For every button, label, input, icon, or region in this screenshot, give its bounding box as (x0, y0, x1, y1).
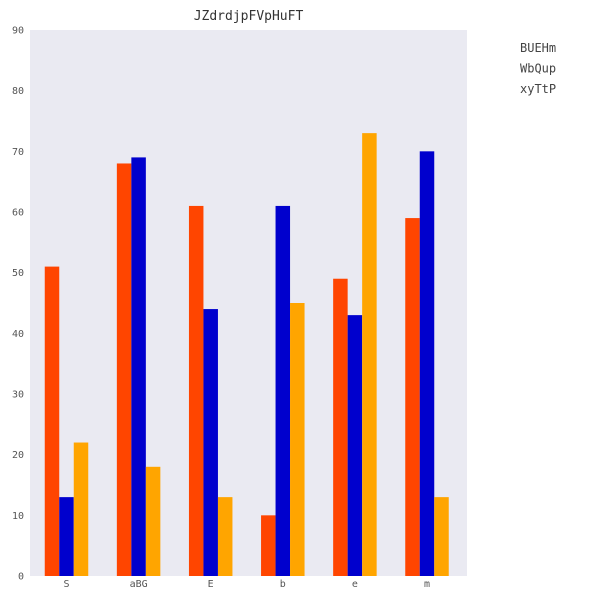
y-tick-label: 20 (12, 450, 24, 461)
bar-xyTtP-m (434, 497, 449, 576)
y-axis-ticks: 0 10 20 30 40 50 60 70 80 90 (12, 26, 24, 583)
x-tick-label: e (352, 579, 358, 590)
y-tick-label: 30 (12, 390, 24, 401)
bar-WbQup-m (419, 151, 435, 576)
plot-area (30, 30, 467, 576)
x-tick-label: b (280, 579, 286, 590)
x-tick-label: S (63, 579, 69, 590)
bar-BUEHm-e (333, 278, 348, 576)
bar-WbQup-aBG (131, 157, 146, 576)
bar-WbQup-e (347, 315, 363, 576)
bar-BUEHm-aBG (116, 163, 132, 576)
y-tick-label: 40 (12, 329, 24, 340)
x-tick-label: E (208, 579, 214, 590)
y-tick-label: 10 (12, 511, 24, 522)
bar-WbQup-S (59, 497, 74, 576)
y-tick-label: 80 (12, 86, 24, 97)
legend: BUEHm WbQup xyTtP (520, 41, 556, 96)
bar-xyTtP-S (73, 442, 89, 576)
bar-xyTtP-e (362, 133, 377, 576)
x-tick-label: m (424, 579, 430, 590)
legend-entry: BUEHm (520, 41, 556, 55)
y-tick-label: 50 (12, 268, 24, 279)
bar-xyTtP-aBG (145, 466, 161, 576)
bar-WbQup-E (203, 309, 218, 576)
bar-BUEHm-b (261, 515, 276, 576)
bar-BUEHm-m (405, 218, 420, 576)
bars (44, 133, 449, 576)
y-tick-label: 60 (12, 208, 24, 219)
bar-xyTtP-b (290, 303, 305, 576)
legend-entry: xyTtP (520, 82, 556, 96)
chart-title: JZdrdjpFVpHuFT (194, 9, 304, 24)
y-tick-label: 0 (18, 572, 24, 583)
bar-BUEHm-E (188, 205, 204, 576)
y-tick-label: 70 (12, 147, 24, 158)
legend-entry: WbQup (520, 62, 556, 76)
bar-xyTtP-E (217, 497, 233, 576)
bar-WbQup-b (275, 205, 291, 576)
x-tick-label: aBG (130, 579, 148, 590)
bar-BUEHm-S (44, 266, 60, 576)
y-tick-label: 90 (12, 26, 24, 37)
